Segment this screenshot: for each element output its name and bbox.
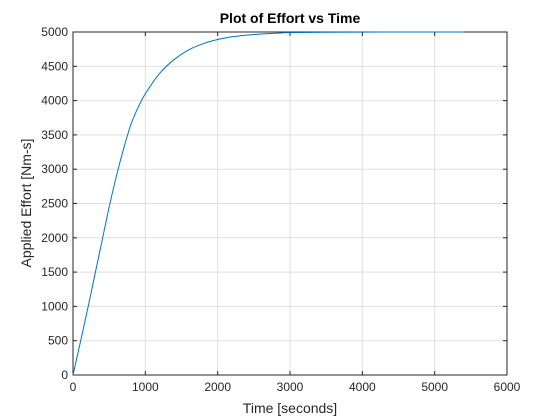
y-tick-label: 1000 <box>41 299 68 313</box>
x-tick-label: 0 <box>70 380 77 394</box>
x-tick-label: 1000 <box>132 380 159 394</box>
y-tick-label: 3000 <box>41 162 68 176</box>
x-tick-label: 4000 <box>349 380 376 394</box>
chart-title: Plot of Effort vs Time <box>220 10 361 26</box>
series-line-effort <box>72 31 464 376</box>
y-tick-label: 500 <box>48 334 68 348</box>
y-tick-label: 5000 <box>41 25 68 39</box>
y-tick-label: 2000 <box>41 231 68 245</box>
x-tick-label: 6000 <box>494 380 521 394</box>
axis-ticks: 0 1000 2000 3000 4000 5000 6000 0 500 1000 1500 200… <box>41 25 520 394</box>
y-tick-label: 3500 <box>41 128 68 142</box>
y-axis-label: Applied Effort [Nm-s] <box>18 139 34 268</box>
grid-lines <box>72 31 508 376</box>
y-tick-label: 1500 <box>41 265 68 279</box>
y-tick-label: 4000 <box>41 94 68 108</box>
y-tick-label: 0 <box>61 368 68 382</box>
y-tick-label: 2500 <box>41 197 68 211</box>
x-tick-label: 5000 <box>421 380 448 394</box>
x-tick-label: 2000 <box>204 380 231 394</box>
x-axis-label: Time [seconds] <box>243 400 337 416</box>
y-tick-label: 4500 <box>41 59 68 73</box>
x-tick-label: 3000 <box>277 380 304 394</box>
